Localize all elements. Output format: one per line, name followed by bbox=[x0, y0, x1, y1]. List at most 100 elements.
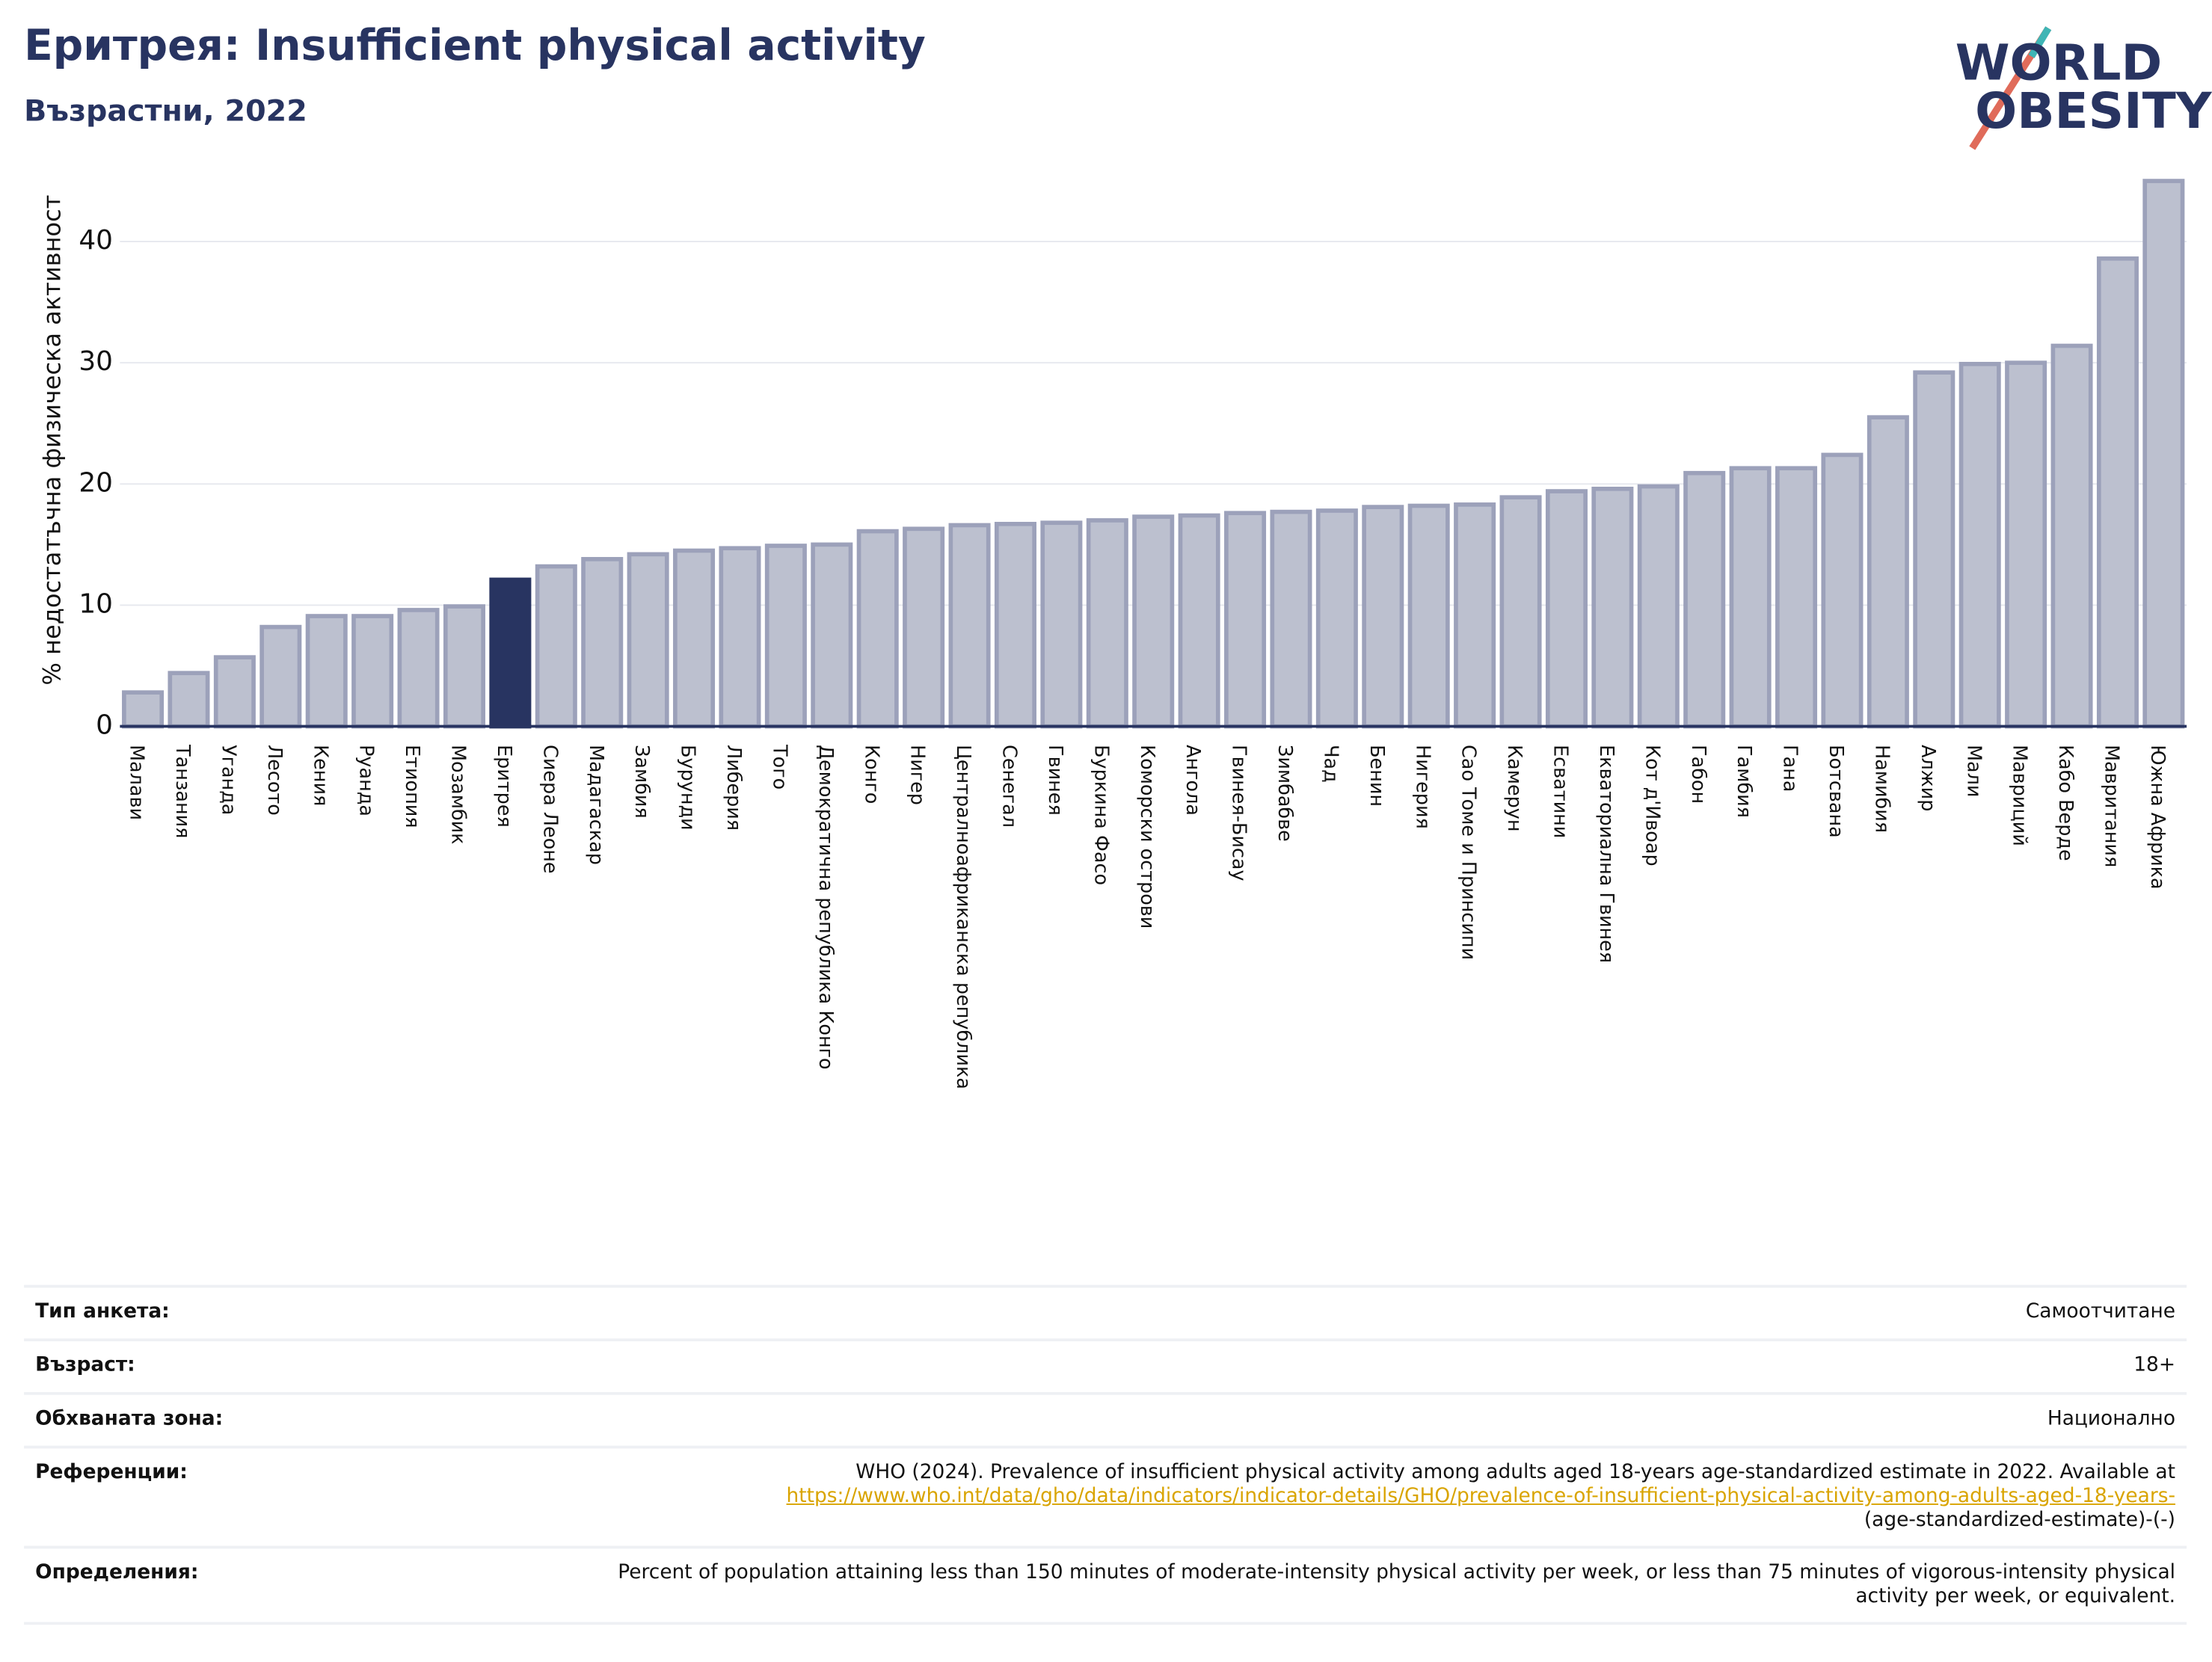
bar bbox=[1178, 513, 1220, 729]
bar bbox=[397, 608, 440, 729]
table-row: Тип анкета: Самоотчитане bbox=[24, 1284, 2187, 1339]
row-value: WHO (2024). Prevalence of insufficient p… bbox=[420, 1461, 2175, 1533]
bar bbox=[994, 521, 1036, 729]
chart-subtitle: Възрастни, 2022 bbox=[24, 93, 307, 128]
row-value: Percent of population attaining less tha… bbox=[618, 1561, 2175, 1608]
bar bbox=[811, 542, 853, 729]
x-tick-label: Есватини bbox=[1549, 745, 1572, 838]
x-tick-label: Буркина Фасо bbox=[1090, 745, 1112, 885]
bar bbox=[259, 624, 302, 729]
x-tick-label: Танзания bbox=[171, 744, 194, 838]
bar bbox=[1821, 452, 1864, 729]
bar bbox=[1867, 415, 1909, 729]
bar bbox=[1637, 484, 1680, 729]
row-label: Определения: bbox=[35, 1561, 199, 1584]
x-tick-label: Зимбабве bbox=[1274, 745, 1296, 842]
bar bbox=[1545, 489, 1588, 729]
x-tick-label: Камерун bbox=[1503, 745, 1526, 831]
x-tick-label: Екваториална Гвинея bbox=[1595, 745, 1617, 963]
x-tick-label: Демократична република Конго bbox=[814, 745, 837, 1070]
bar bbox=[1407, 503, 1450, 729]
x-tick-label: Того bbox=[768, 744, 790, 790]
bar bbox=[1775, 466, 1818, 729]
bar bbox=[351, 614, 394, 729]
bar bbox=[856, 529, 899, 729]
y-tick-label: 40 bbox=[79, 225, 113, 256]
reference-link[interactable]: https://www.who.int/data/gho/data/indica… bbox=[786, 1485, 2175, 1508]
x-tick-label: Мавриций bbox=[2009, 745, 2031, 846]
table-row: Референции: WHO (2024). Prevalence of ins… bbox=[24, 1445, 2187, 1546]
chart-title: Еритрея: Insufficient physical activity bbox=[24, 21, 926, 70]
x-tick-label: Южна Африка bbox=[2146, 745, 2169, 890]
x-tick-label: Гвинея bbox=[1044, 745, 1066, 816]
bar bbox=[1683, 470, 1726, 729]
bar bbox=[1913, 370, 1956, 729]
x-tick-label: Руанда bbox=[355, 745, 378, 816]
bar bbox=[305, 614, 348, 729]
x-tick-label: Мали bbox=[1962, 745, 1985, 797]
bar bbox=[1270, 509, 1312, 729]
row-value: Самоотчитане bbox=[2025, 1300, 2175, 1323]
row-label: Тип анкета: bbox=[35, 1300, 170, 1323]
x-tick-label: Еритрея bbox=[493, 745, 515, 828]
row-label: Обхваната зона: bbox=[35, 1407, 224, 1430]
x-tick-label: Чад bbox=[1319, 745, 1342, 783]
bar bbox=[1591, 486, 1634, 729]
x-tick-label: Коморски острови bbox=[1136, 745, 1158, 929]
bar bbox=[2096, 256, 2139, 729]
bar bbox=[168, 671, 210, 729]
bar bbox=[1454, 502, 1496, 729]
x-tick-label: Ботсвана bbox=[1825, 745, 1847, 838]
bar bbox=[903, 526, 945, 729]
row-label: Възраст: bbox=[35, 1354, 135, 1377]
y-axis-label: % недостатъчна физическа активност bbox=[38, 195, 67, 686]
x-tick-label: Бенин bbox=[1365, 745, 1388, 807]
x-tick-label: Централноафриканска република bbox=[952, 745, 974, 1089]
x-tick-label: Гамбия bbox=[1733, 745, 1755, 818]
bar bbox=[719, 546, 761, 729]
bar bbox=[764, 544, 807, 729]
x-tick-label: Намибия bbox=[1870, 745, 1893, 833]
x-tick-label: Либерия bbox=[722, 745, 745, 831]
info-table: Тип анкета: Самоотчитане Възраст: 18+ Обхван… bbox=[24, 1284, 2187, 1625]
x-tick-label: Кот д'Ивоар bbox=[1641, 745, 1663, 867]
logo-line2: OBESITY bbox=[1975, 82, 2212, 140]
x-tick-label: Габон bbox=[1687, 745, 1709, 804]
row-value: Национално bbox=[2047, 1407, 2175, 1430]
x-tick-label: Кабо Верде bbox=[2054, 745, 2077, 861]
bar bbox=[213, 655, 256, 729]
bar bbox=[535, 564, 577, 729]
x-tick-label: Мадагаскар bbox=[585, 745, 607, 865]
bar bbox=[2050, 343, 2093, 729]
x-tick-label: Сенегал bbox=[998, 745, 1021, 828]
logo-slash-top bbox=[2028, 26, 2052, 58]
y-tick-label: 10 bbox=[79, 588, 113, 619]
bar bbox=[1499, 495, 1542, 729]
y-tick-label: 0 bbox=[96, 710, 113, 741]
bar bbox=[1040, 520, 1083, 729]
bar bbox=[1224, 511, 1267, 729]
x-tick-label: Ангола bbox=[1182, 745, 1204, 816]
x-tick-label: Нигерия bbox=[1411, 745, 1434, 829]
logo-line1: WORLD bbox=[1956, 34, 2163, 92]
x-tick-label: Алжир bbox=[1917, 745, 1939, 811]
x-tick-label: Кения bbox=[309, 745, 331, 806]
bar bbox=[1729, 466, 1772, 729]
x-tick-label: Гана bbox=[1779, 745, 1801, 792]
y-tick-label: 30 bbox=[79, 346, 113, 377]
reference-text: WHO (2024). Prevalence of insufficient p… bbox=[855, 1461, 2175, 1484]
bar bbox=[2142, 179, 2185, 729]
row-value: 18+ bbox=[2133, 1354, 2175, 1377]
x-tick-label: Етиопия bbox=[401, 745, 423, 828]
bar bbox=[1362, 505, 1404, 729]
bar bbox=[489, 577, 532, 729]
reference-tail: (age-standardized-estimate)-(-) bbox=[1864, 1509, 2175, 1532]
y-tick-label: 20 bbox=[79, 467, 113, 498]
bar bbox=[122, 690, 165, 729]
table-row: Определения: Percent of population attain… bbox=[24, 1545, 2187, 1625]
x-tick-label: Бурунди bbox=[677, 745, 699, 831]
row-label: Референции: bbox=[35, 1461, 188, 1484]
x-tick-label: Нигер bbox=[906, 745, 929, 805]
